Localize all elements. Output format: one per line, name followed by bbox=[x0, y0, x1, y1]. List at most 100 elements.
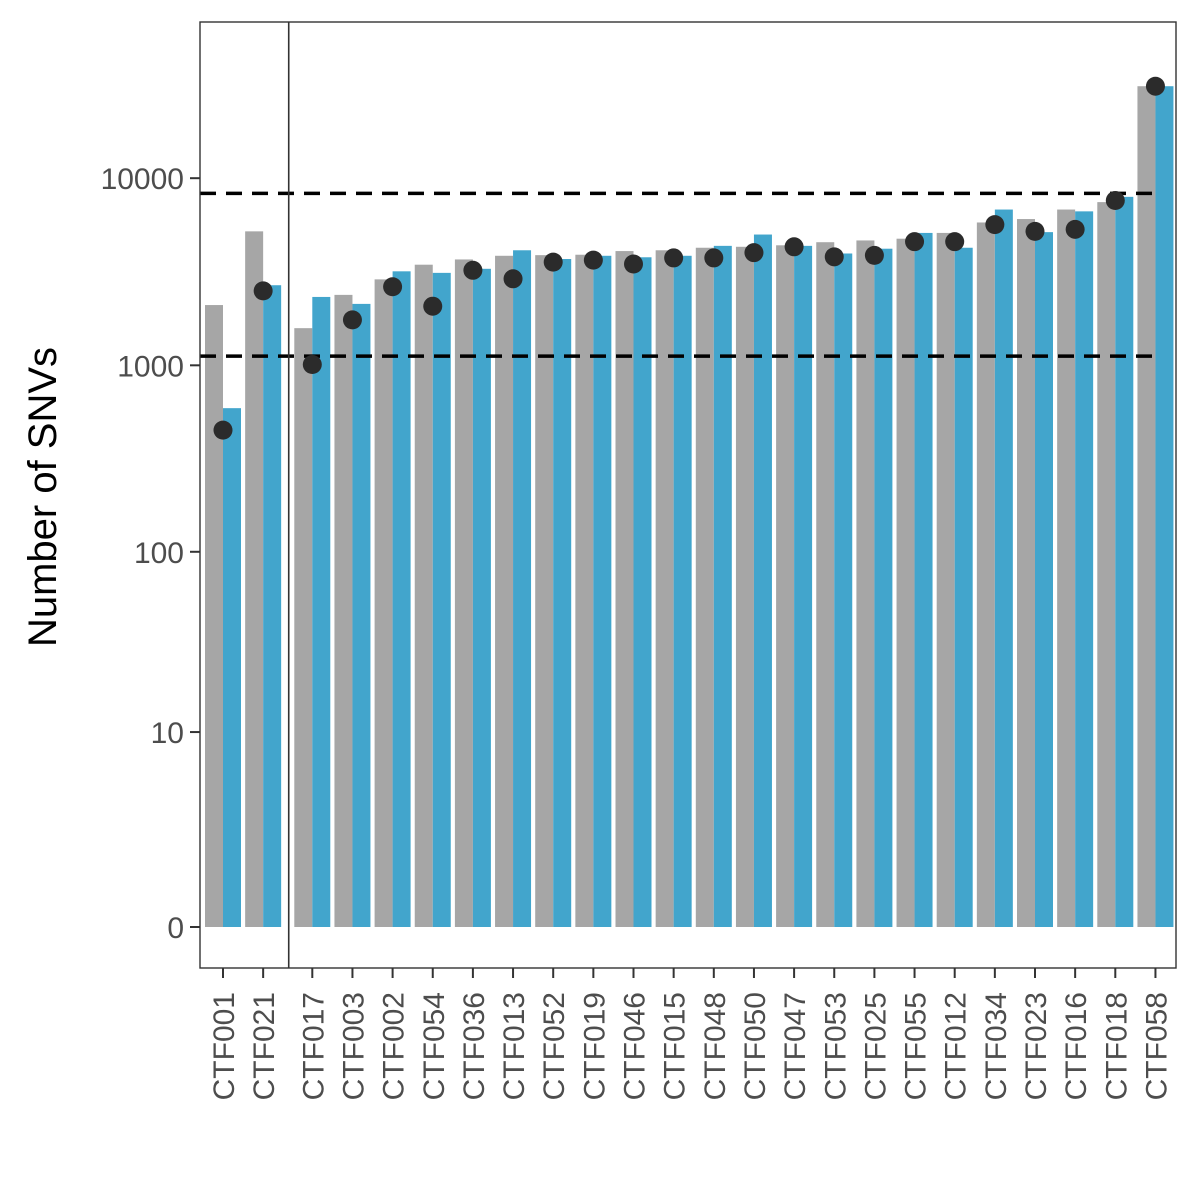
bar-series-a bbox=[1017, 219, 1035, 927]
x-tick-label: CTF055 bbox=[900, 992, 933, 1100]
bar-series-b bbox=[1035, 232, 1053, 927]
x-tick-label: CTF021 bbox=[248, 992, 281, 1100]
data-point bbox=[253, 281, 273, 301]
x-tick-label: CTF046 bbox=[619, 992, 652, 1100]
bar-series-a bbox=[776, 245, 795, 927]
bar-series-a bbox=[454, 259, 473, 928]
x-tick-label: CTF034 bbox=[980, 992, 1013, 1100]
bar-series-a bbox=[495, 255, 514, 927]
bar-series-a bbox=[816, 242, 835, 928]
data-point bbox=[213, 420, 233, 440]
x-tick-label: CTF013 bbox=[498, 992, 531, 1100]
x-tick-label: CTF054 bbox=[418, 992, 451, 1100]
x-tick-label: CTF015 bbox=[659, 992, 692, 1100]
bar-series-b bbox=[1155, 86, 1174, 927]
y-tick-label: 0 bbox=[167, 912, 184, 945]
bar-series-b bbox=[954, 247, 973, 927]
x-tick-label: CTF017 bbox=[297, 992, 330, 1100]
x-tick-label: CTF001 bbox=[208, 992, 241, 1100]
x-tick-label: CTF012 bbox=[940, 992, 973, 1100]
data-point bbox=[463, 260, 483, 280]
y-tick-label: 10 bbox=[151, 717, 184, 750]
data-point bbox=[744, 243, 764, 263]
x-tick-label: CTF047 bbox=[779, 992, 812, 1100]
bar-series-b bbox=[312, 296, 331, 927]
bar-series-b bbox=[794, 245, 813, 927]
x-tick-label: CTF002 bbox=[378, 992, 411, 1100]
bar-series-a bbox=[294, 328, 313, 928]
reference-lines-layer bbox=[200, 191, 1160, 358]
bar-series-a bbox=[414, 264, 433, 927]
data-point bbox=[1145, 76, 1165, 96]
data-point bbox=[1105, 191, 1125, 211]
data-point bbox=[704, 248, 724, 268]
bar-series-a bbox=[535, 255, 554, 927]
bar-series-a bbox=[334, 294, 353, 928]
data-point bbox=[824, 247, 844, 267]
data-point bbox=[383, 277, 403, 297]
data-point bbox=[945, 232, 965, 252]
bar-series-a bbox=[856, 240, 875, 928]
data-point bbox=[864, 245, 884, 265]
panel-border bbox=[199, 21, 1177, 969]
data-point bbox=[423, 296, 443, 316]
y-axis-title: Number of SNVs bbox=[21, 347, 65, 647]
x-tick-label: CTF053 bbox=[819, 992, 852, 1100]
bar-series-b bbox=[914, 232, 933, 927]
bar-series-b bbox=[513, 250, 532, 928]
bar-series-a bbox=[936, 232, 955, 927]
bar-series-a bbox=[695, 247, 714, 927]
bar-series-b bbox=[432, 272, 451, 928]
data-point bbox=[302, 355, 322, 375]
y-tick-label: 10000 bbox=[101, 163, 184, 196]
y-tick-label: 100 bbox=[134, 537, 184, 570]
x-tick-label: CTF052 bbox=[538, 992, 571, 1100]
bar-series-b bbox=[753, 234, 772, 927]
x-tick-label: CTF003 bbox=[337, 992, 370, 1100]
data-point bbox=[503, 269, 523, 289]
bar-series-b bbox=[263, 285, 282, 927]
bar-series-b bbox=[874, 248, 893, 927]
bar-series-a bbox=[735, 246, 754, 928]
bar-series-b bbox=[593, 255, 612, 927]
bar-series-b bbox=[994, 209, 1013, 928]
data-point bbox=[664, 248, 684, 268]
x-tick-label: CTF058 bbox=[1140, 992, 1173, 1100]
x-tick-label: CTF025 bbox=[859, 992, 892, 1100]
x-tick-label: CTF048 bbox=[699, 992, 732, 1100]
data-point bbox=[905, 232, 925, 252]
bar-series-b bbox=[834, 253, 853, 927]
data-point bbox=[342, 310, 362, 330]
data-point bbox=[784, 237, 804, 257]
bar-series-a bbox=[245, 231, 264, 928]
bar-series-a bbox=[1057, 209, 1076, 928]
data-point bbox=[543, 252, 563, 272]
bar-series-b bbox=[1075, 211, 1094, 927]
bar-series-a bbox=[615, 251, 634, 927]
bar-series-b bbox=[352, 303, 371, 928]
x-tick-label: CTF018 bbox=[1100, 992, 1133, 1100]
bar-series-b bbox=[673, 255, 692, 927]
bar-series-a bbox=[896, 238, 915, 928]
bar-series-b bbox=[713, 245, 732, 927]
x-tick-label: CTF019 bbox=[578, 992, 611, 1100]
x-tick-label: CTF036 bbox=[458, 992, 491, 1100]
bar-series-a bbox=[976, 222, 995, 927]
bar-series-a bbox=[374, 279, 393, 927]
bar-series-a bbox=[575, 254, 594, 927]
bar-series-a bbox=[205, 305, 223, 927]
bar-series-b bbox=[223, 408, 241, 927]
x-tick-label: CTF050 bbox=[739, 992, 772, 1100]
bar-series-b bbox=[472, 268, 491, 928]
x-tick-label: CTF023 bbox=[1020, 992, 1053, 1100]
data-point bbox=[624, 254, 643, 274]
data-point bbox=[1025, 221, 1045, 241]
bars-layer bbox=[205, 86, 1174, 928]
bar-series-a bbox=[1097, 202, 1116, 927]
x-tick-label: CTF016 bbox=[1060, 992, 1093, 1100]
data-point bbox=[583, 250, 603, 270]
y-tick-label: 1000 bbox=[117, 350, 184, 383]
bar-series-a bbox=[1137, 86, 1156, 927]
